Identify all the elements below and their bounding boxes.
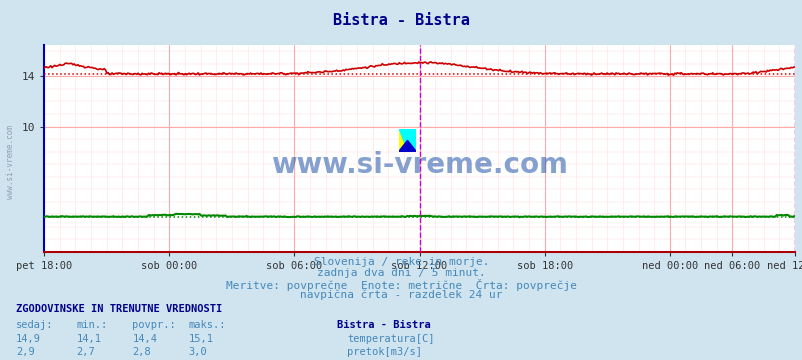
Text: zadnja dva dni / 5 minut.: zadnja dva dni / 5 minut. <box>317 268 485 278</box>
Text: Meritve: povprečne  Enote: metrične  Črta: povprečje: Meritve: povprečne Enote: metrične Črta:… <box>225 279 577 291</box>
Text: 2,9: 2,9 <box>16 347 34 357</box>
Polygon shape <box>398 129 407 152</box>
Text: Bistra - Bistra: Bistra - Bistra <box>333 13 469 28</box>
Text: 14,4: 14,4 <box>132 334 157 344</box>
Text: www.si-vreme.com: www.si-vreme.com <box>6 125 15 199</box>
Polygon shape <box>398 129 415 152</box>
Text: www.si-vreme.com: www.si-vreme.com <box>271 151 567 179</box>
Text: 3,0: 3,0 <box>188 347 207 357</box>
Text: ZGODOVINSKE IN TRENUTNE VREDNOSTI: ZGODOVINSKE IN TRENUTNE VREDNOSTI <box>16 304 222 314</box>
Text: navpična črta - razdelek 24 ur: navpična črta - razdelek 24 ur <box>300 290 502 300</box>
Text: sedaj:: sedaj: <box>16 320 54 330</box>
Text: Bistra - Bistra: Bistra - Bistra <box>337 320 431 330</box>
Text: 14,1: 14,1 <box>76 334 101 344</box>
Text: maks.:: maks.: <box>188 320 226 330</box>
Text: temperatura[C]: temperatura[C] <box>346 334 434 344</box>
Text: pretok[m3/s]: pretok[m3/s] <box>346 347 421 357</box>
Text: 15,1: 15,1 <box>188 334 213 344</box>
Text: Slovenija / reke in morje.: Slovenija / reke in morje. <box>314 257 488 267</box>
Polygon shape <box>398 140 415 152</box>
Text: povpr.:: povpr.: <box>132 320 176 330</box>
Text: min.:: min.: <box>76 320 107 330</box>
Text: 2,7: 2,7 <box>76 347 95 357</box>
Text: 14,9: 14,9 <box>16 334 41 344</box>
Text: 2,8: 2,8 <box>132 347 151 357</box>
